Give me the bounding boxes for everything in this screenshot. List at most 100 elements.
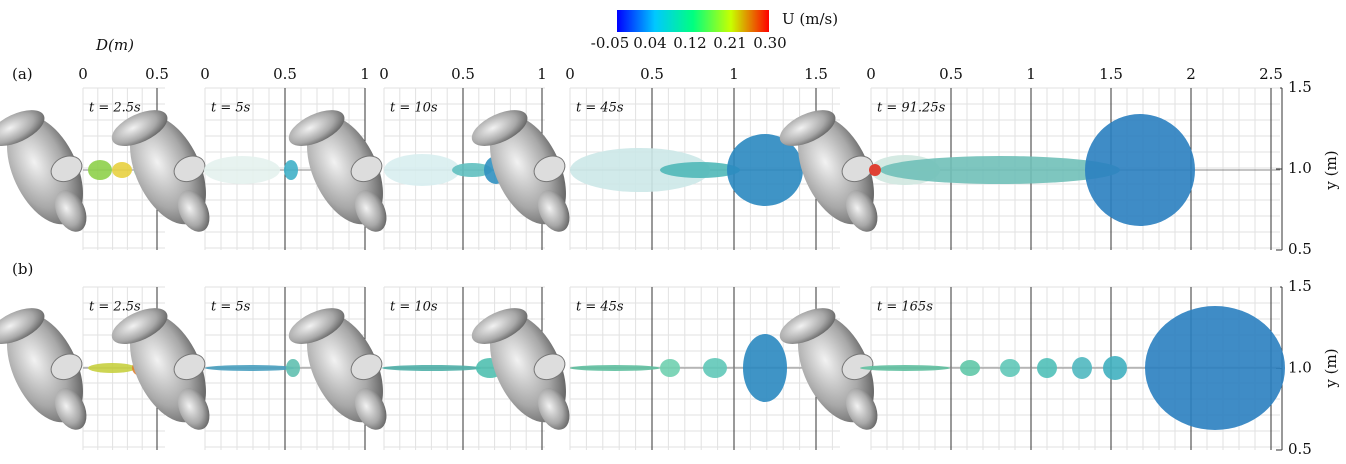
jet	[660, 359, 680, 377]
head-face	[841, 155, 874, 183]
head-shoulder	[177, 388, 210, 430]
head-model	[288, 308, 387, 430]
head-face	[50, 353, 83, 381]
head-face	[533, 353, 566, 381]
head-model	[111, 110, 210, 232]
head-top	[288, 308, 345, 345]
x-axis-label: D(m)	[95, 36, 134, 54]
head-shoulder	[354, 190, 387, 232]
y-tick-label: 1.0	[1288, 359, 1312, 377]
head-model	[111, 308, 210, 430]
time-label: t = 45s	[576, 101, 624, 116]
x-tick-label: 0	[379, 65, 389, 83]
head-top	[111, 110, 168, 147]
head-shoulder	[845, 388, 878, 430]
head-face	[173, 155, 206, 183]
jet	[860, 365, 950, 371]
jet	[205, 365, 295, 371]
head-top	[471, 308, 528, 345]
x-tick-label: 1	[360, 65, 370, 83]
colorbar-label: U (m/s)	[782, 10, 838, 28]
head-model	[779, 110, 878, 232]
colorbar-tick: 0.12	[673, 34, 706, 52]
colorbar-tick: -0.05	[591, 34, 629, 52]
jet	[88, 160, 112, 180]
y-tick-label: 0.5	[1288, 440, 1312, 458]
jet	[1145, 306, 1285, 430]
jet	[286, 359, 300, 377]
colorbar-tick: 0.04	[633, 34, 666, 52]
jet	[1103, 356, 1127, 380]
head-model	[471, 308, 570, 430]
y-tick-label: 1.0	[1288, 159, 1312, 177]
jet	[880, 156, 1120, 184]
head-shoulder	[354, 388, 387, 430]
jet	[570, 365, 660, 371]
head-face	[50, 155, 83, 183]
y-axis-label: y (m)	[1322, 348, 1340, 388]
jet	[382, 365, 482, 371]
colorbar-tick: 0.21	[713, 34, 746, 52]
x-tick-label: 0.5	[145, 65, 169, 83]
head-shoulder	[845, 190, 878, 232]
time-label: t = 2.5s	[89, 300, 141, 315]
x-tick-label: 2	[1186, 65, 1196, 83]
head-shoulder	[54, 190, 87, 232]
jet	[869, 164, 881, 176]
head-model	[471, 110, 570, 232]
jet	[703, 358, 727, 378]
jet	[660, 162, 740, 178]
x-tick-label: 1	[729, 65, 739, 83]
head-face	[350, 353, 383, 381]
jet	[960, 360, 980, 376]
jet	[284, 160, 298, 180]
x-tick-label: 1.5	[804, 65, 828, 83]
jet	[1085, 114, 1195, 226]
head-model	[288, 110, 387, 232]
head-face	[533, 155, 566, 183]
x-tick-label: 1	[537, 65, 547, 83]
x-tick-label: 1.5	[1099, 65, 1123, 83]
jet	[1000, 359, 1020, 377]
head-model	[779, 308, 878, 430]
head-top	[779, 110, 836, 147]
x-tick-label: 0	[565, 65, 575, 83]
x-tick-label: 0.5	[273, 65, 297, 83]
time-label: t = 45s	[576, 300, 624, 315]
head-top	[288, 110, 345, 147]
y-axis-label: y (m)	[1322, 150, 1340, 190]
x-tick-label: 1	[1026, 65, 1036, 83]
head-model	[0, 110, 87, 232]
head-shoulder	[177, 190, 210, 232]
head-top	[0, 110, 45, 147]
colorbar-tick: 0.30	[753, 34, 786, 52]
x-tick-label: 0.5	[939, 65, 963, 83]
jet	[570, 148, 710, 192]
jet	[112, 162, 132, 178]
x-tick-label: 0	[78, 65, 88, 83]
time-label: t = 10s	[390, 101, 438, 116]
x-tick-label: 0.5	[451, 65, 475, 83]
jet	[743, 334, 787, 402]
jet	[452, 163, 492, 177]
jet	[384, 154, 460, 186]
head-shoulder	[537, 388, 570, 430]
y-tick-label: 0.5	[1288, 240, 1312, 258]
y-tick-label: 1.5	[1288, 78, 1312, 96]
time-label: t = 5s	[211, 300, 251, 315]
jet	[1072, 357, 1092, 379]
head-face	[841, 353, 874, 381]
time-label: t = 2.5s	[89, 101, 141, 116]
x-tick-label: 0	[866, 65, 876, 83]
head-face	[173, 353, 206, 381]
head-model	[0, 308, 87, 430]
panel-label: (b)	[12, 260, 33, 278]
time-label: t = 10s	[390, 300, 438, 315]
time-label: t = 5s	[211, 101, 251, 116]
head-face	[350, 155, 383, 183]
head-top	[111, 308, 168, 345]
time-label: t = 165s	[877, 300, 933, 315]
y-tick-label: 1.5	[1288, 277, 1312, 295]
head-shoulder	[54, 388, 87, 430]
